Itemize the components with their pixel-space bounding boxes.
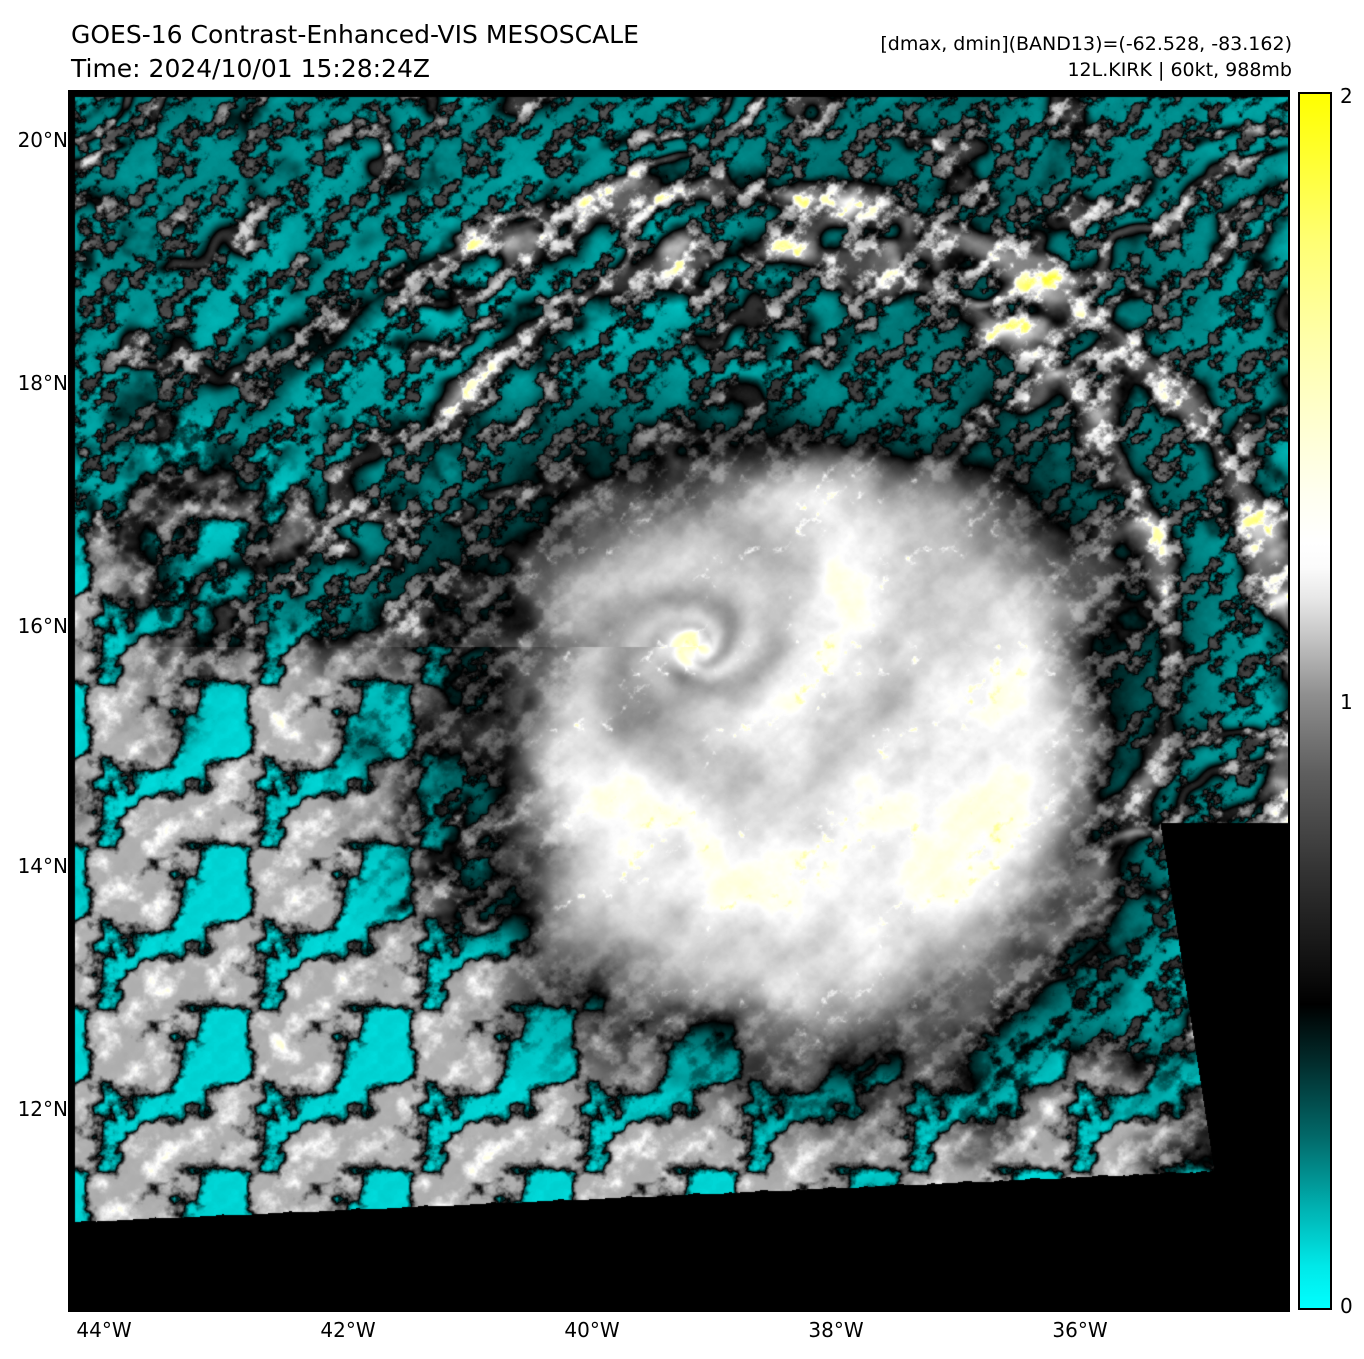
satellite-raster <box>70 92 1288 1310</box>
page-title: GOES-16 Contrast-Enhanced-VIS MESOSCALE <box>71 20 639 49</box>
colorbar-tick-1: 1 <box>1340 690 1353 714</box>
x-tick-label-40w: 40°W <box>564 1318 620 1342</box>
band-stats-label: [dmax, dmin](BAND13)=(-62.528, -83.162) <box>880 33 1292 55</box>
x-tick-label-42w: 42°W <box>320 1318 376 1342</box>
y-tick-label-12n: 12°N <box>17 1097 68 1121</box>
header-title-block: GOES-16 Contrast-Enhanced-VIS MESOSCALE … <box>71 18 639 86</box>
header-meta-block: [dmax, dmin](BAND13)=(-62.528, -83.162) … <box>880 31 1292 83</box>
satellite-image-plot[interactable]: Copyright © 2020-2024 Dapiya <box>70 92 1288 1310</box>
timestamp-label: Time: 2024/10/01 15:28:24Z <box>71 54 430 83</box>
x-tick-label-44w: 44°W <box>76 1318 132 1342</box>
x-tick-label-38w: 38°W <box>808 1318 864 1342</box>
y-tick-label-20n: 20°N <box>17 128 68 152</box>
x-tick-label-36w: 36°W <box>1052 1318 1108 1342</box>
storm-info-label: 12L.KIRK | 60kt, 988mb <box>1067 59 1292 81</box>
y-tick-label-18n: 18°N <box>17 371 68 395</box>
colorbar <box>1298 92 1332 1310</box>
y-tick-label-16n: 16°N <box>17 614 68 638</box>
colorbar-tick-2: 2 <box>1340 84 1353 108</box>
y-tick-label-14n: 14°N <box>17 854 68 878</box>
colorbar-tick-0: 0 <box>1340 1294 1353 1318</box>
